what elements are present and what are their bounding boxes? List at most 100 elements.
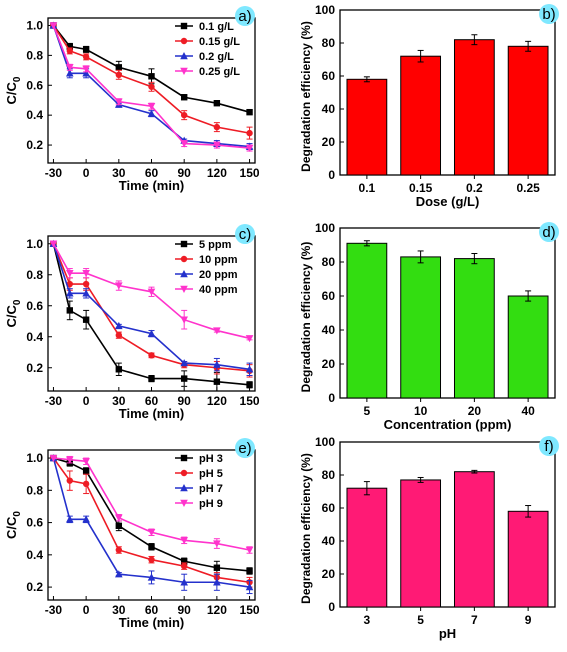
y-tick-label: 80	[322, 36, 336, 50]
legend-marker	[180, 454, 188, 462]
data-point	[245, 546, 254, 554]
data-point	[115, 321, 123, 330]
panel-badge	[235, 438, 255, 458]
bar	[453, 39, 495, 176]
series-line	[52, 243, 250, 340]
legend-label: 10 ppm	[199, 254, 238, 266]
data-point	[115, 546, 123, 554]
data-point	[213, 141, 221, 150]
y-tick-label: 20	[322, 135, 336, 149]
y-tick-label: 1.0	[26, 18, 43, 32]
data-point	[245, 365, 254, 373]
data-point	[82, 316, 90, 323]
x-axis-label: Time (min)	[119, 178, 185, 193]
data-point	[180, 375, 188, 382]
data-point	[65, 289, 74, 297]
legend-marker	[180, 52, 188, 60]
y-tick-label: 60	[322, 69, 336, 83]
x-tick-label: 0.2	[466, 181, 483, 195]
data-point	[180, 562, 188, 570]
y-tick-label: 0.6	[26, 516, 43, 530]
series-line	[52, 243, 250, 371]
panel-letter: d)	[542, 224, 555, 241]
panel-letter: a)	[238, 8, 251, 25]
data-point	[82, 270, 90, 278]
plot-frame	[339, 227, 556, 399]
y-tick-label: 0	[328, 168, 335, 182]
legend-label: 0.25 g/L	[199, 66, 240, 78]
series-2	[49, 21, 254, 151]
legend-label: 5 ppm	[199, 239, 232, 251]
y-tick-label: 0.4	[26, 330, 43, 344]
data-point	[82, 65, 90, 73]
data-point	[180, 558, 188, 565]
data-point	[180, 140, 188, 148]
data-point	[66, 43, 73, 50]
y-axis-label: Degradation efficiency (%)	[299, 21, 313, 172]
y-tick-label: 1.0	[26, 237, 43, 251]
legend-label: pH 9	[199, 498, 223, 510]
legend-marker	[180, 67, 188, 75]
legend-marker	[180, 270, 188, 278]
x-tick-label: 20	[468, 404, 482, 418]
data-point	[213, 378, 221, 385]
series-3	[49, 454, 254, 554]
data-point	[66, 477, 73, 484]
panel-letter: b)	[542, 6, 555, 23]
data-point	[82, 289, 90, 297]
y-tick-label: 0.8	[26, 268, 43, 282]
subscript: 0	[12, 76, 23, 82]
legend-label: 20 ppm	[199, 269, 238, 281]
x-axis-label: Dose (g/L)	[416, 194, 480, 209]
x-tick-label: 60	[145, 166, 159, 180]
series-line	[53, 457, 250, 551]
x-tick-label: 120	[207, 603, 227, 617]
y-tick-label: 80	[322, 255, 336, 269]
data-point	[148, 543, 155, 550]
y-tick-label: 100	[315, 221, 335, 235]
data-point	[147, 109, 156, 117]
x-tick-label: 0.1	[359, 181, 376, 195]
x-tick-label: 150	[240, 603, 260, 617]
y-tick-label: 60	[322, 289, 336, 303]
x-tick-label: -30	[45, 603, 63, 617]
x-tick-label: 5	[417, 613, 424, 627]
data-point	[246, 108, 253, 116]
data-point	[82, 480, 90, 488]
x-axis-label: Time (min)	[119, 615, 185, 630]
bar	[507, 295, 549, 399]
y-axis-label: C/C0	[4, 299, 23, 327]
data-point	[246, 129, 253, 137]
bar	[400, 479, 442, 608]
panel-badge	[235, 224, 255, 244]
series-2	[49, 454, 254, 595]
y-tick-label: 40	[322, 323, 336, 337]
bar	[507, 45, 549, 176]
data-point	[66, 307, 73, 314]
legend-marker	[180, 499, 188, 507]
legend-marker	[180, 22, 188, 30]
legend-label: pH 5	[199, 468, 223, 480]
x-tick-label: 0.15	[409, 181, 433, 195]
x-tick-label: 90	[178, 603, 192, 617]
data-point	[148, 375, 155, 382]
bar-chart-1: 0 20 40 60 80 100 0.1 0.15 0.2 0.25 Dose (g/L) Degr…	[299, 3, 559, 209]
x-tick-label: 0.25	[516, 181, 540, 195]
x-tick-label: 60	[145, 394, 159, 408]
y-tick-label: 1.0	[26, 451, 43, 465]
data-point	[115, 332, 123, 339]
data-point	[115, 570, 123, 578]
x-tick-label: 150	[240, 394, 260, 408]
y-tick-label: 0.2	[26, 580, 43, 594]
data-point	[180, 359, 188, 367]
data-point	[65, 270, 74, 278]
panel-badge	[539, 222, 559, 242]
data-point	[213, 123, 221, 131]
y-tick-label: 0.2	[26, 361, 43, 375]
line-chart-0: -30 0 30 60 90 120 150 0.2 0.4 0.6 0.8 1.0 Time (min…	[4, 6, 260, 193]
data-point	[180, 94, 188, 101]
bar	[507, 510, 549, 608]
data-point	[115, 98, 123, 106]
bar	[346, 487, 388, 608]
